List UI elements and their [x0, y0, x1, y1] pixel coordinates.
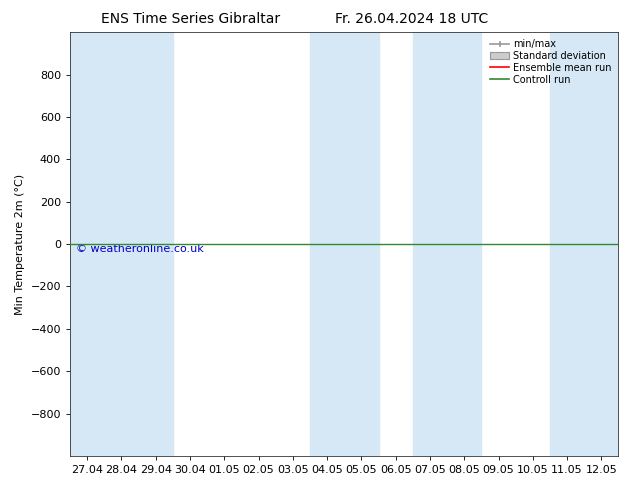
- Bar: [310, 32, 344, 456]
- Y-axis label: Min Temperature 2m (°C): Min Temperature 2m (°C): [15, 173, 25, 315]
- Bar: [344, 32, 378, 456]
- Bar: [105, 32, 139, 456]
- Bar: [70, 32, 105, 456]
- Bar: [550, 32, 584, 456]
- Bar: [413, 32, 447, 456]
- Bar: [139, 32, 173, 456]
- Text: © weatheronline.co.uk: © weatheronline.co.uk: [75, 244, 204, 254]
- Text: ENS Time Series Gibraltar: ENS Time Series Gibraltar: [101, 12, 280, 26]
- Legend: min/max, Standard deviation, Ensemble mean run, Controll run: min/max, Standard deviation, Ensemble me…: [488, 37, 614, 87]
- Bar: [447, 32, 481, 456]
- Text: Fr. 26.04.2024 18 UTC: Fr. 26.04.2024 18 UTC: [335, 12, 489, 26]
- Bar: [584, 32, 619, 456]
